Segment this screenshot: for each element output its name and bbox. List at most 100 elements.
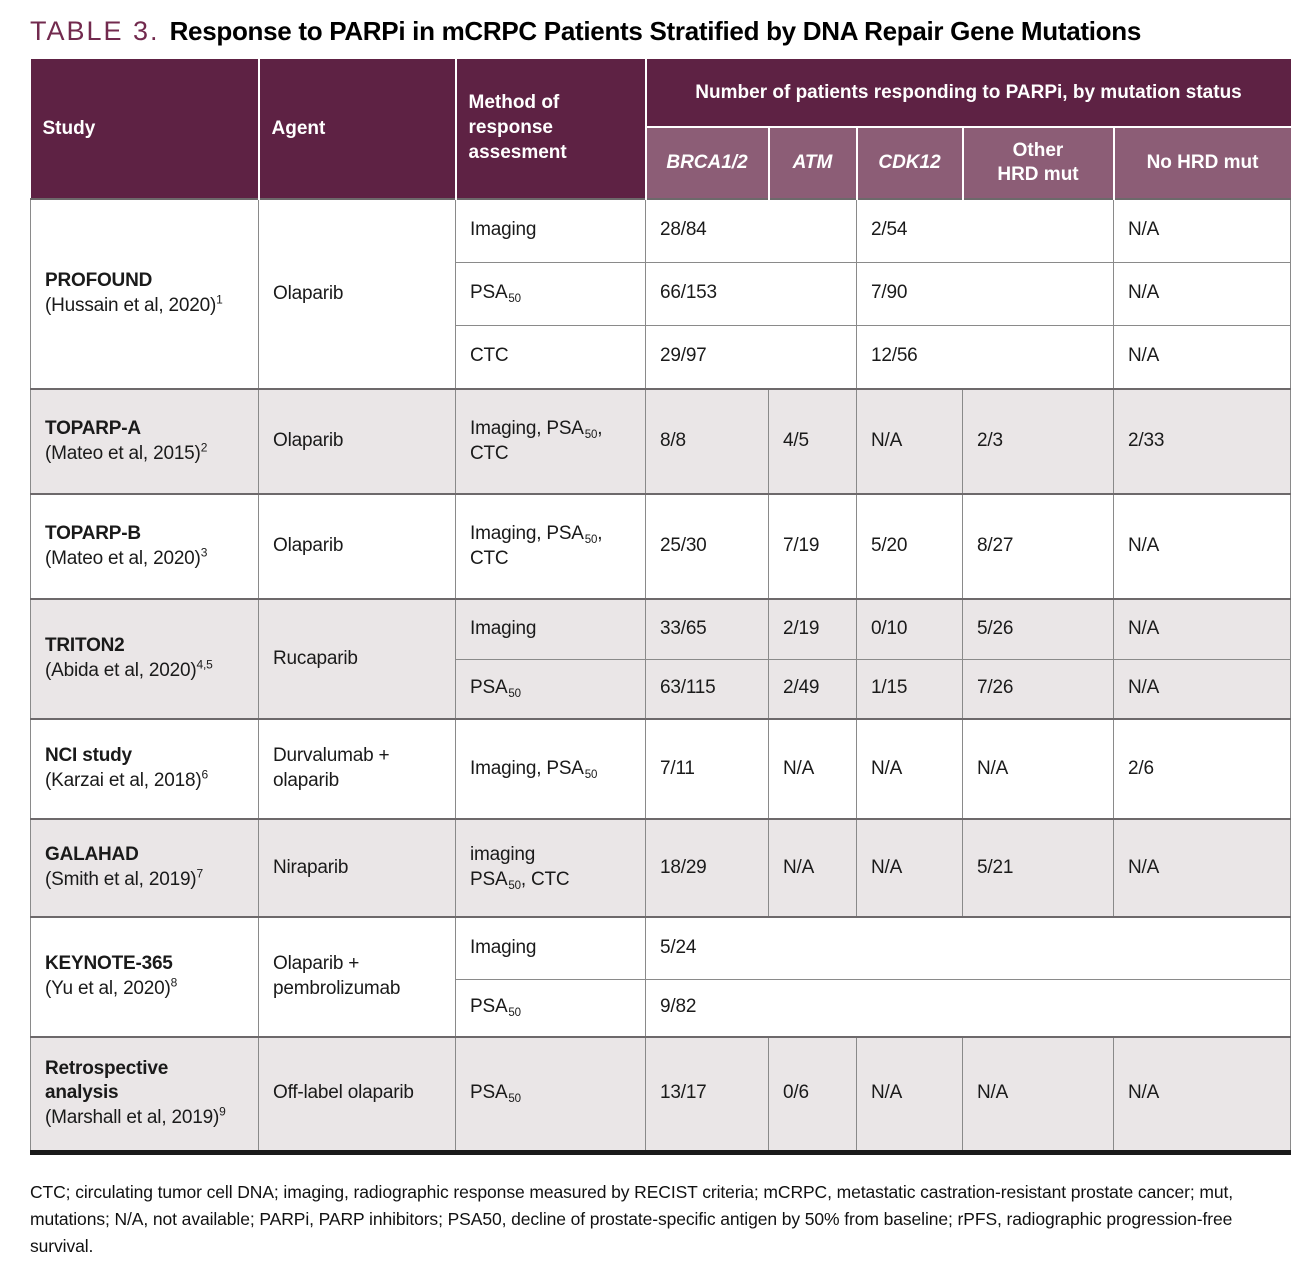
value-cell: 2/3 (962, 388, 1114, 495)
table-number-label: TABLE 3. (30, 16, 160, 46)
agent-cell: Off-label olaparib (258, 1036, 456, 1153)
study-citation: (Karzai et al, 2018)6 (45, 767, 209, 791)
study-cell: GALAHAD (Smith et al, 2019)7 (30, 818, 259, 918)
value-cell: N/A (856, 718, 963, 820)
reference-superscript: 9 (219, 1104, 226, 1119)
value-cell: 2/49 (768, 658, 857, 720)
value-cell: 5/24 (644, 916, 1292, 980)
value-cell: 9/82 (644, 978, 1292, 1038)
agent-cell: Olaparib (258, 198, 456, 390)
col-header-study: Study (30, 59, 259, 199)
value-cell: 33/65 (645, 598, 769, 660)
value-cell: 5/21 (962, 818, 1114, 918)
value-cell: 8/27 (962, 493, 1114, 600)
value-cell: N/A (1112, 598, 1292, 660)
value-cell: 2/6 (1112, 718, 1292, 820)
method-cell: Imaging (455, 598, 646, 660)
method-cell: imaging PSA50, CTC (455, 818, 646, 918)
value-cell: 5/26 (962, 598, 1114, 660)
value-cell: N/A (962, 718, 1114, 820)
value-cell: N/A (1112, 198, 1292, 263)
parpi-response-table: Study Agent Method of response assesment… (30, 59, 1292, 1155)
value-cell: 7/26 (962, 658, 1114, 720)
method-cell: Imaging, PSA50, CTC (455, 388, 646, 495)
reference-superscript: 6 (201, 767, 209, 782)
value-cell: N/A (768, 818, 857, 918)
study-name: TOPARP-A (45, 417, 141, 439)
value-cell: 0/10 (856, 598, 963, 660)
col-header-cdk12: CDK12 (855, 127, 963, 199)
study-cell: KEYNOTE-365 (Yu et al, 2020)8 (30, 916, 259, 1038)
col-header-no-hrd-mut: No HRD mut (1112, 127, 1291, 199)
method-cell: PSA50 (455, 658, 646, 720)
value-cell: 7/19 (768, 493, 857, 600)
value-cell: N/A (1112, 818, 1292, 918)
method-cell: Imaging (455, 916, 646, 980)
study-citation: (Mateo et al, 2015)2 (45, 440, 208, 464)
table-caption: TABLE 3. Response to PARPi in mCRPC Patie… (30, 16, 1288, 47)
study-citation: (Abida et al, 2020)4,5 (45, 657, 213, 681)
value-cell: 5/20 (856, 493, 963, 600)
study-citation: (Marshall et al, 2019)9 (45, 1104, 226, 1129)
col-header-method: Method of response assesment (454, 59, 646, 199)
method-cell: CTC (455, 324, 646, 390)
value-cell: N/A (1112, 658, 1292, 720)
value-cell: N/A (856, 818, 963, 918)
table-footnote: CTC; circulating tumor cell DNA; imaging… (30, 1181, 1234, 1256)
reference-superscript: 3 (200, 545, 208, 560)
col-header-mutation-status-span: Number of patients responding to PARPi, … (644, 59, 1291, 128)
value-cell: 66/153 (645, 261, 857, 326)
value-cell: 2/33 (1112, 388, 1292, 495)
study-cell: NCI study (Karzai et al, 2018)6 (30, 718, 259, 820)
agent-cell: Olaparib (258, 388, 456, 495)
method-cell: Imaging, PSA50 (455, 718, 646, 820)
value-cell: 1/15 (856, 658, 963, 720)
value-cell: 7/11 (645, 718, 769, 820)
value-cell: N/A (856, 1036, 963, 1153)
study-citation: (Mateo et al, 2020)3 (45, 545, 208, 569)
value-cell: 13/17 (645, 1036, 769, 1153)
study-name: TOPARP-B (45, 522, 141, 544)
value-cell: N/A (768, 718, 857, 820)
method-cell: PSA50 (455, 1036, 646, 1153)
reference-superscript: 1 (216, 292, 223, 307)
value-cell: 7/90 (856, 261, 1114, 326)
method-cell: PSA50 (455, 261, 646, 326)
col-header-atm: ATM (767, 127, 857, 199)
value-cell: 8/8 (645, 388, 769, 495)
value-cell: N/A (1112, 324, 1292, 390)
reference-superscript: 7 (196, 866, 203, 881)
study-cell: PROFOUND (Hussain et al, 2020)1 (30, 198, 259, 390)
study-cell: TOPARP-B (Mateo et al, 2020)3 (30, 493, 259, 600)
study-cell: TOPARP-A (Mateo et al, 2015)2 (30, 388, 259, 495)
study-citation: (Yu et al, 2020)8 (45, 975, 178, 999)
value-cell: N/A (856, 388, 963, 495)
table-header: Study Agent Method of response assesment… (30, 59, 1291, 199)
study-name: TRITON2 (45, 635, 125, 657)
reference-superscript: 8 (170, 975, 178, 990)
value-cell: 25/30 (645, 493, 769, 600)
study-citation: (Hussain et al, 2020)1 (45, 292, 223, 316)
study-cell: Retrospective analysis (Marshall et al, 2… (30, 1036, 259, 1153)
value-cell: 4/5 (768, 388, 857, 495)
value-cell: 28/84 (645, 198, 857, 263)
value-cell: N/A (1112, 493, 1292, 600)
value-cell: 18/29 (645, 818, 769, 918)
method-cell: Imaging, PSA50, CTC (455, 493, 646, 600)
table-body: PROFOUND (Hussain et al, 2020)1 Olaparib Im… (30, 198, 1292, 1153)
value-cell: N/A (1112, 261, 1292, 326)
reference-superscript: 2 (200, 440, 208, 455)
col-header-other-hrd-mut: Other HRD mut (961, 127, 1114, 199)
study-citation: (Smith et al, 2019)7 (45, 866, 203, 890)
study-name: Retrospective analysis (45, 1057, 169, 1104)
agent-cell: Niraparib (258, 818, 456, 918)
reference-superscript: 4,5 (196, 657, 213, 672)
agent-cell: Rucaparib (258, 598, 456, 720)
col-header-brca12: BRCA1/2 (644, 127, 769, 199)
value-cell: 63/115 (645, 658, 769, 720)
col-header-agent: Agent (257, 59, 456, 199)
agent-cell: Olaparib (258, 493, 456, 600)
method-cell: PSA50 (455, 978, 646, 1038)
value-cell: 2/19 (768, 598, 857, 660)
agent-cell: Olaparib + pembrolizumab (258, 916, 456, 1038)
